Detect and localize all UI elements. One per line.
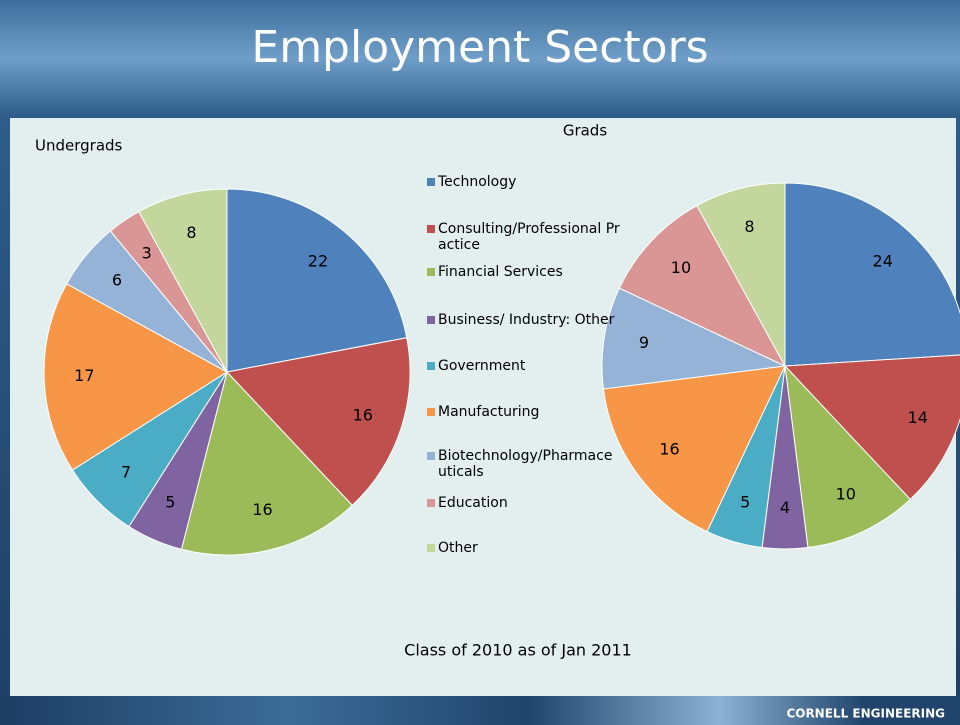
- data-label: 10: [671, 258, 691, 277]
- pie-slice: [784, 182, 960, 367]
- pie-slice: [602, 365, 786, 533]
- pie-title: Grads: [563, 122, 608, 140]
- legend-swatch: [427, 178, 435, 186]
- legend-swatch: [427, 544, 435, 552]
- data-label: 7: [121, 462, 131, 481]
- pie-slice: [226, 337, 411, 507]
- data-label: 3: [142, 243, 152, 262]
- pie-slice: [226, 188, 408, 373]
- data-label: 24: [873, 251, 893, 270]
- data-label: 17: [74, 366, 94, 385]
- pie-slice: [43, 283, 228, 471]
- caption: Class of 2010 as of Jan 2011: [404, 641, 632, 660]
- legend-swatch: [427, 408, 435, 416]
- legend-swatch: [427, 499, 435, 507]
- data-label: 5: [165, 493, 175, 512]
- legend-swatch: [427, 268, 435, 276]
- data-label: 22: [308, 252, 328, 271]
- data-label: 6: [112, 271, 122, 290]
- pie-slice: [601, 287, 787, 390]
- legend-label: Education: [438, 495, 508, 511]
- legend-label: Biotechnology/Pharmaceuticals: [438, 448, 613, 480]
- data-label: 8: [744, 217, 754, 236]
- pie-slice: [696, 182, 786, 367]
- pie-slice: [138, 188, 228, 373]
- pie-slice: [618, 204, 787, 368]
- legend-label: Consulting/Professional Practice: [438, 221, 620, 253]
- legend-swatch: [427, 225, 435, 233]
- legend-swatch: [427, 362, 435, 370]
- footer-text: CORNELL ENGINEERING: [786, 707, 945, 721]
- legend-label: Government: [438, 358, 526, 374]
- pie-slice: [783, 354, 960, 501]
- data-label: 5: [740, 493, 750, 512]
- pie-slice: [180, 370, 353, 556]
- data-label: 9: [639, 333, 649, 352]
- legend-swatch: [427, 452, 435, 460]
- footer-bar: [0, 696, 960, 725]
- legend-label: Business/ Industry: Other: [438, 312, 615, 328]
- legend-label: Financial Services: [438, 264, 563, 280]
- data-label: 10: [836, 485, 856, 504]
- data-label: 8: [186, 223, 196, 242]
- data-label: 16: [353, 406, 373, 425]
- data-label: 16: [659, 439, 679, 458]
- legend-swatch: [427, 316, 435, 324]
- data-label: 14: [908, 408, 928, 427]
- data-label: 16: [252, 500, 272, 519]
- slide-title: Employment Sectors: [251, 22, 708, 73]
- data-label: 4: [780, 498, 790, 517]
- legend-label: Other: [438, 540, 478, 556]
- legend-label: Technology: [438, 174, 517, 190]
- legend-label: Manufacturing: [438, 404, 540, 420]
- pie-title: Undergrads: [35, 137, 123, 155]
- pie-slice: [784, 364, 911, 549]
